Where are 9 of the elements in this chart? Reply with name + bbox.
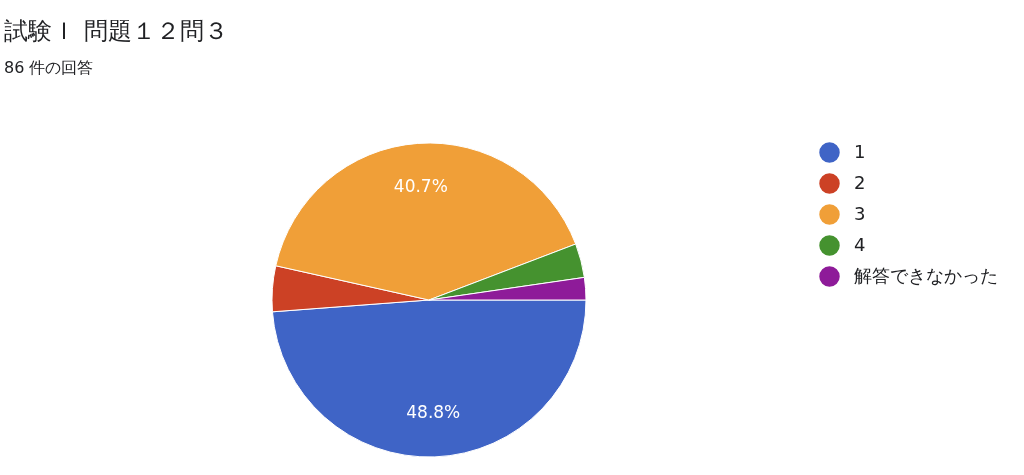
data-label: 40.7%	[393, 176, 448, 197]
data-label: 48.8%	[406, 401, 461, 422]
legend-label: 解答できなかった	[854, 264, 998, 286]
legend-label: 4	[854, 233, 866, 255]
text: 86 件の回答	[4, 58, 94, 77]
chart-title: 試験Ｉ 問題１２問３	[4, 17, 228, 45]
legend-label: 1	[854, 140, 866, 162]
legend-label: 2	[854, 171, 866, 193]
legend-label: 3	[854, 202, 866, 224]
